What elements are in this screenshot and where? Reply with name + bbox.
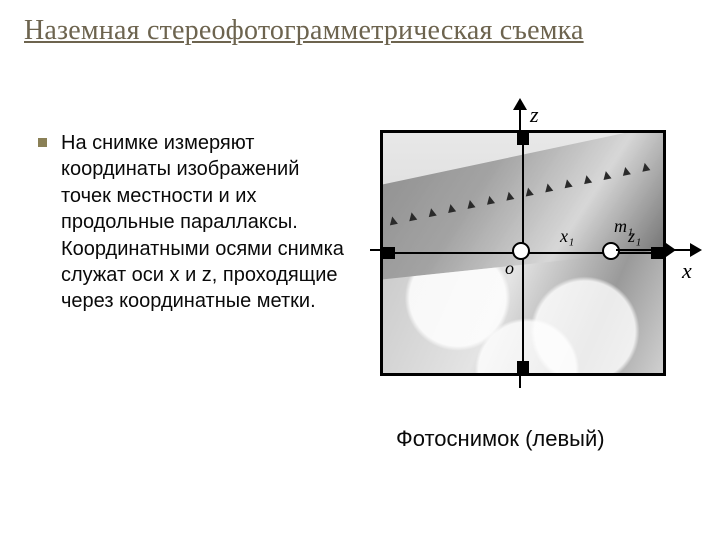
point-m1-icon (602, 242, 620, 260)
x1-label: x₁ (560, 226, 574, 247)
fiducial-mark-left-icon (383, 247, 395, 259)
figure-photogram: x z ▲▲▲▲▲▲▲▲▲▲▲▲▲▲▲▲▲▲▲▲ o x₁ m₁ z₁ (370, 100, 700, 410)
bullet-icon (38, 138, 47, 147)
axis-x-label: x (682, 258, 692, 284)
origin-point-icon (512, 242, 530, 260)
body-text: На снимке измеряют координаты изображени… (61, 130, 348, 315)
z1-label: z₁ (628, 226, 641, 247)
axis-z-label: z (530, 102, 539, 128)
axis-z-arrow-icon (513, 98, 527, 110)
fiducial-mark-top-icon (517, 133, 529, 145)
z1-arrow-icon (666, 243, 676, 257)
z1-axis-line (616, 249, 668, 251)
bullet-item: На снимке измеряют координаты изображени… (38, 130, 348, 315)
slide-title: Наземная стереофотограмметрическая съемк… (24, 14, 584, 48)
figure-caption: Фотоснимок (левый) (396, 426, 605, 452)
origin-label: o (505, 258, 514, 279)
axis-x-arrow-icon (690, 243, 702, 257)
slide: Наземная стереофотограмметрическая съемк… (0, 0, 720, 540)
fiducial-mark-bottom-icon (517, 361, 529, 373)
